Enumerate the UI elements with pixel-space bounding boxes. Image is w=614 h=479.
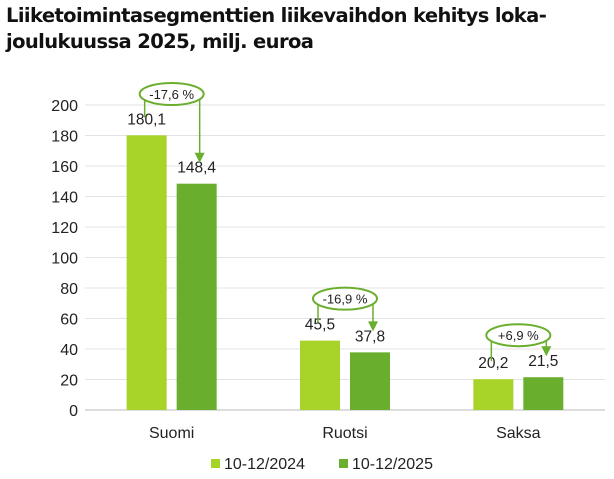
legend-label: 10-12/2024 (224, 456, 305, 473)
y-tick-label: 80 (60, 281, 78, 298)
data-label: 20,2 (478, 355, 508, 372)
change-badge (138, 82, 205, 106)
legend-label: 10-12/2025 (352, 456, 433, 473)
bar-ruotsi-0 (300, 340, 340, 410)
change-label: -16,9 % (323, 292, 368, 307)
arrow-head-icon (541, 346, 552, 357)
y-tick-label: 120 (51, 220, 78, 237)
change-label: -17,6 % (149, 87, 194, 102)
data-label: 148,4 (177, 160, 216, 177)
data-label: 180,1 (127, 111, 166, 128)
bar-saksa-0 (473, 379, 514, 410)
bar-saksa-1 (523, 377, 564, 410)
category-label: Suomi (149, 425, 194, 442)
y-tick-label: 200 (51, 98, 78, 115)
y-tick-label: 20 (60, 373, 78, 390)
y-tick-label: 140 (51, 190, 78, 207)
y-tick-label: 40 (60, 342, 78, 359)
category-label: Saksa (496, 425, 541, 442)
y-tick-label: 100 (51, 251, 78, 268)
data-label: 21,5 (528, 353, 558, 370)
legend-swatch (211, 459, 220, 468)
y-tick-label: 160 (51, 159, 78, 176)
arrow-head-icon (368, 321, 378, 332)
change-label: +6,9 % (498, 328, 539, 343)
chart-title: Liiketoimintasegmenttien liikevaihdon ke… (6, 4, 547, 53)
data-label: 37,8 (355, 328, 385, 345)
category-label: Ruotsi (322, 425, 367, 442)
bar-ruotsi-1 (350, 352, 390, 410)
change-badge (312, 286, 378, 311)
legend-swatch (339, 459, 348, 468)
bar-suomi-0 (126, 135, 167, 410)
y-tick-label: 0 (69, 403, 78, 420)
data-label: 45,5 (305, 317, 335, 334)
y-tick-label: 180 (51, 129, 78, 146)
change-badge (485, 323, 552, 348)
y-tick-label: 60 (60, 312, 78, 329)
bar-suomi-1 (176, 183, 217, 410)
arrow-head-icon (194, 152, 205, 163)
